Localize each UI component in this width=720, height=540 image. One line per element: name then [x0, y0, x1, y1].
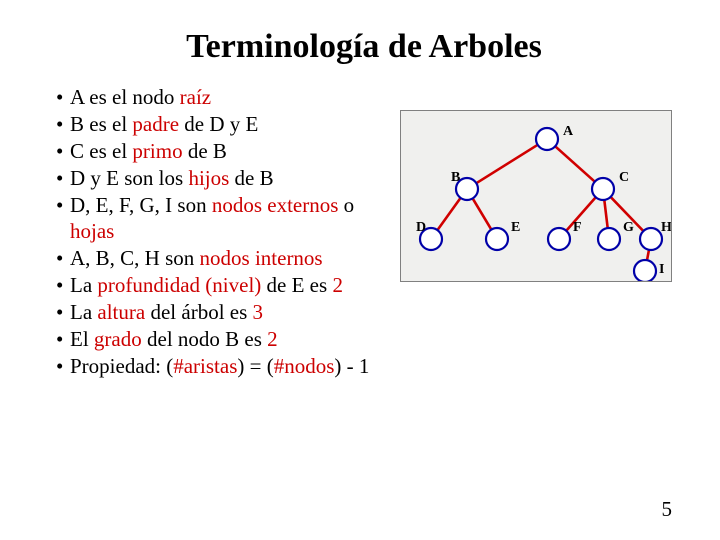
- highlight-text: primo: [132, 139, 182, 163]
- bullet-item: B es el padre de D y E: [56, 111, 392, 138]
- bullet-item: C es el primo de B: [56, 138, 392, 165]
- tree-node: [598, 228, 620, 250]
- text: de B: [183, 139, 227, 163]
- highlight-text: grado: [94, 327, 142, 351]
- tree-edge: [476, 145, 537, 183]
- text: de B: [229, 166, 273, 190]
- bullet-column: A es el nodo raízB es el padre de D y EC…: [56, 84, 392, 380]
- text: del nodo B es: [142, 327, 267, 351]
- text: El: [70, 327, 94, 351]
- text: o: [338, 193, 354, 217]
- highlight-text: hijos: [188, 166, 229, 190]
- text: La: [70, 273, 97, 297]
- highlight-text: nodos internos: [200, 246, 323, 270]
- text: Propiedad: (: [70, 354, 173, 378]
- text: D y E son los: [70, 166, 188, 190]
- text: La: [70, 300, 97, 324]
- slide-page: Terminología de Arboles A es el nodo raí…: [0, 0, 720, 540]
- text: D, E, F, G, I son: [70, 193, 212, 217]
- bullet-item: La profundidad (nivel) de E es 2: [56, 272, 392, 299]
- tree-edge: [473, 198, 492, 229]
- tree-node-label: A: [563, 124, 574, 139]
- tree-edge: [647, 250, 649, 260]
- diagram-frame: A B C D E F G H I: [400, 110, 672, 282]
- bullet-item: La altura del árbol es 3: [56, 299, 392, 326]
- text: A, B, C, H son: [70, 246, 200, 270]
- highlight-text: raíz: [180, 85, 211, 109]
- content-row: A es el nodo raízB es el padre de D y EC…: [56, 84, 672, 380]
- bullet-item: D y E son los hijos de B: [56, 165, 392, 192]
- tree-node: [486, 228, 508, 250]
- tree-edge: [604, 200, 607, 228]
- highlight-text: 2: [332, 273, 343, 297]
- text: A es el nodo: [70, 85, 180, 109]
- tree-node: [592, 178, 614, 200]
- bullet-item: A, B, C, H son nodos internos: [56, 245, 392, 272]
- tree-node-label: F: [573, 220, 582, 235]
- tree-node-label: B: [451, 170, 460, 185]
- highlight-text: #aristas: [173, 354, 237, 378]
- tree-svg: A B C D E F G H I: [401, 111, 671, 281]
- text: C es el: [70, 139, 132, 163]
- text: ) = (: [237, 354, 273, 378]
- tree-node: [536, 128, 558, 150]
- tree-node-label: C: [619, 170, 629, 185]
- highlight-text: #nodos: [274, 354, 335, 378]
- text: de D y E: [179, 112, 258, 136]
- bullet-item: El grado del nodo B es 2: [56, 326, 392, 353]
- property-item: Propiedad: (#aristas) = (#nodos) - 1: [56, 353, 392, 380]
- text: ) - 1: [334, 354, 369, 378]
- highlight-text: nodos externos: [212, 193, 339, 217]
- page-title: Terminología de Arboles: [56, 28, 672, 66]
- text: de E es: [261, 273, 332, 297]
- highlight-text: padre: [132, 112, 179, 136]
- tree-node: [548, 228, 570, 250]
- highlight-text: hojas: [70, 219, 114, 243]
- highlight-text: altura: [97, 300, 145, 324]
- text: del árbol es: [145, 300, 252, 324]
- highlight-text: profundidad (nivel): [97, 273, 261, 297]
- tree-node-label: D: [416, 220, 426, 235]
- page-number: 5: [662, 497, 673, 522]
- tree-node: [634, 260, 656, 281]
- highlight-text: 2: [267, 327, 278, 351]
- bullet-item: D, E, F, G, I son nodos externos o hojas: [56, 192, 392, 246]
- property-list: Propiedad: (#aristas) = (#nodos) - 1: [56, 353, 392, 380]
- tree-node-label: G: [623, 220, 634, 235]
- tree-node-label: H: [661, 220, 671, 235]
- bullet-item: A es el nodo raíz: [56, 84, 392, 111]
- bullet-list: A es el nodo raízB es el padre de D y EC…: [56, 84, 392, 353]
- tree-node-label: I: [659, 262, 664, 277]
- tree-diagram: A B C D E F G H I: [400, 110, 672, 282]
- highlight-text: 3: [253, 300, 264, 324]
- tree-edge: [437, 198, 460, 230]
- text: B es el: [70, 112, 132, 136]
- tree-node-label: E: [511, 220, 520, 235]
- tree-edge: [555, 146, 595, 181]
- tree-node: [640, 228, 662, 250]
